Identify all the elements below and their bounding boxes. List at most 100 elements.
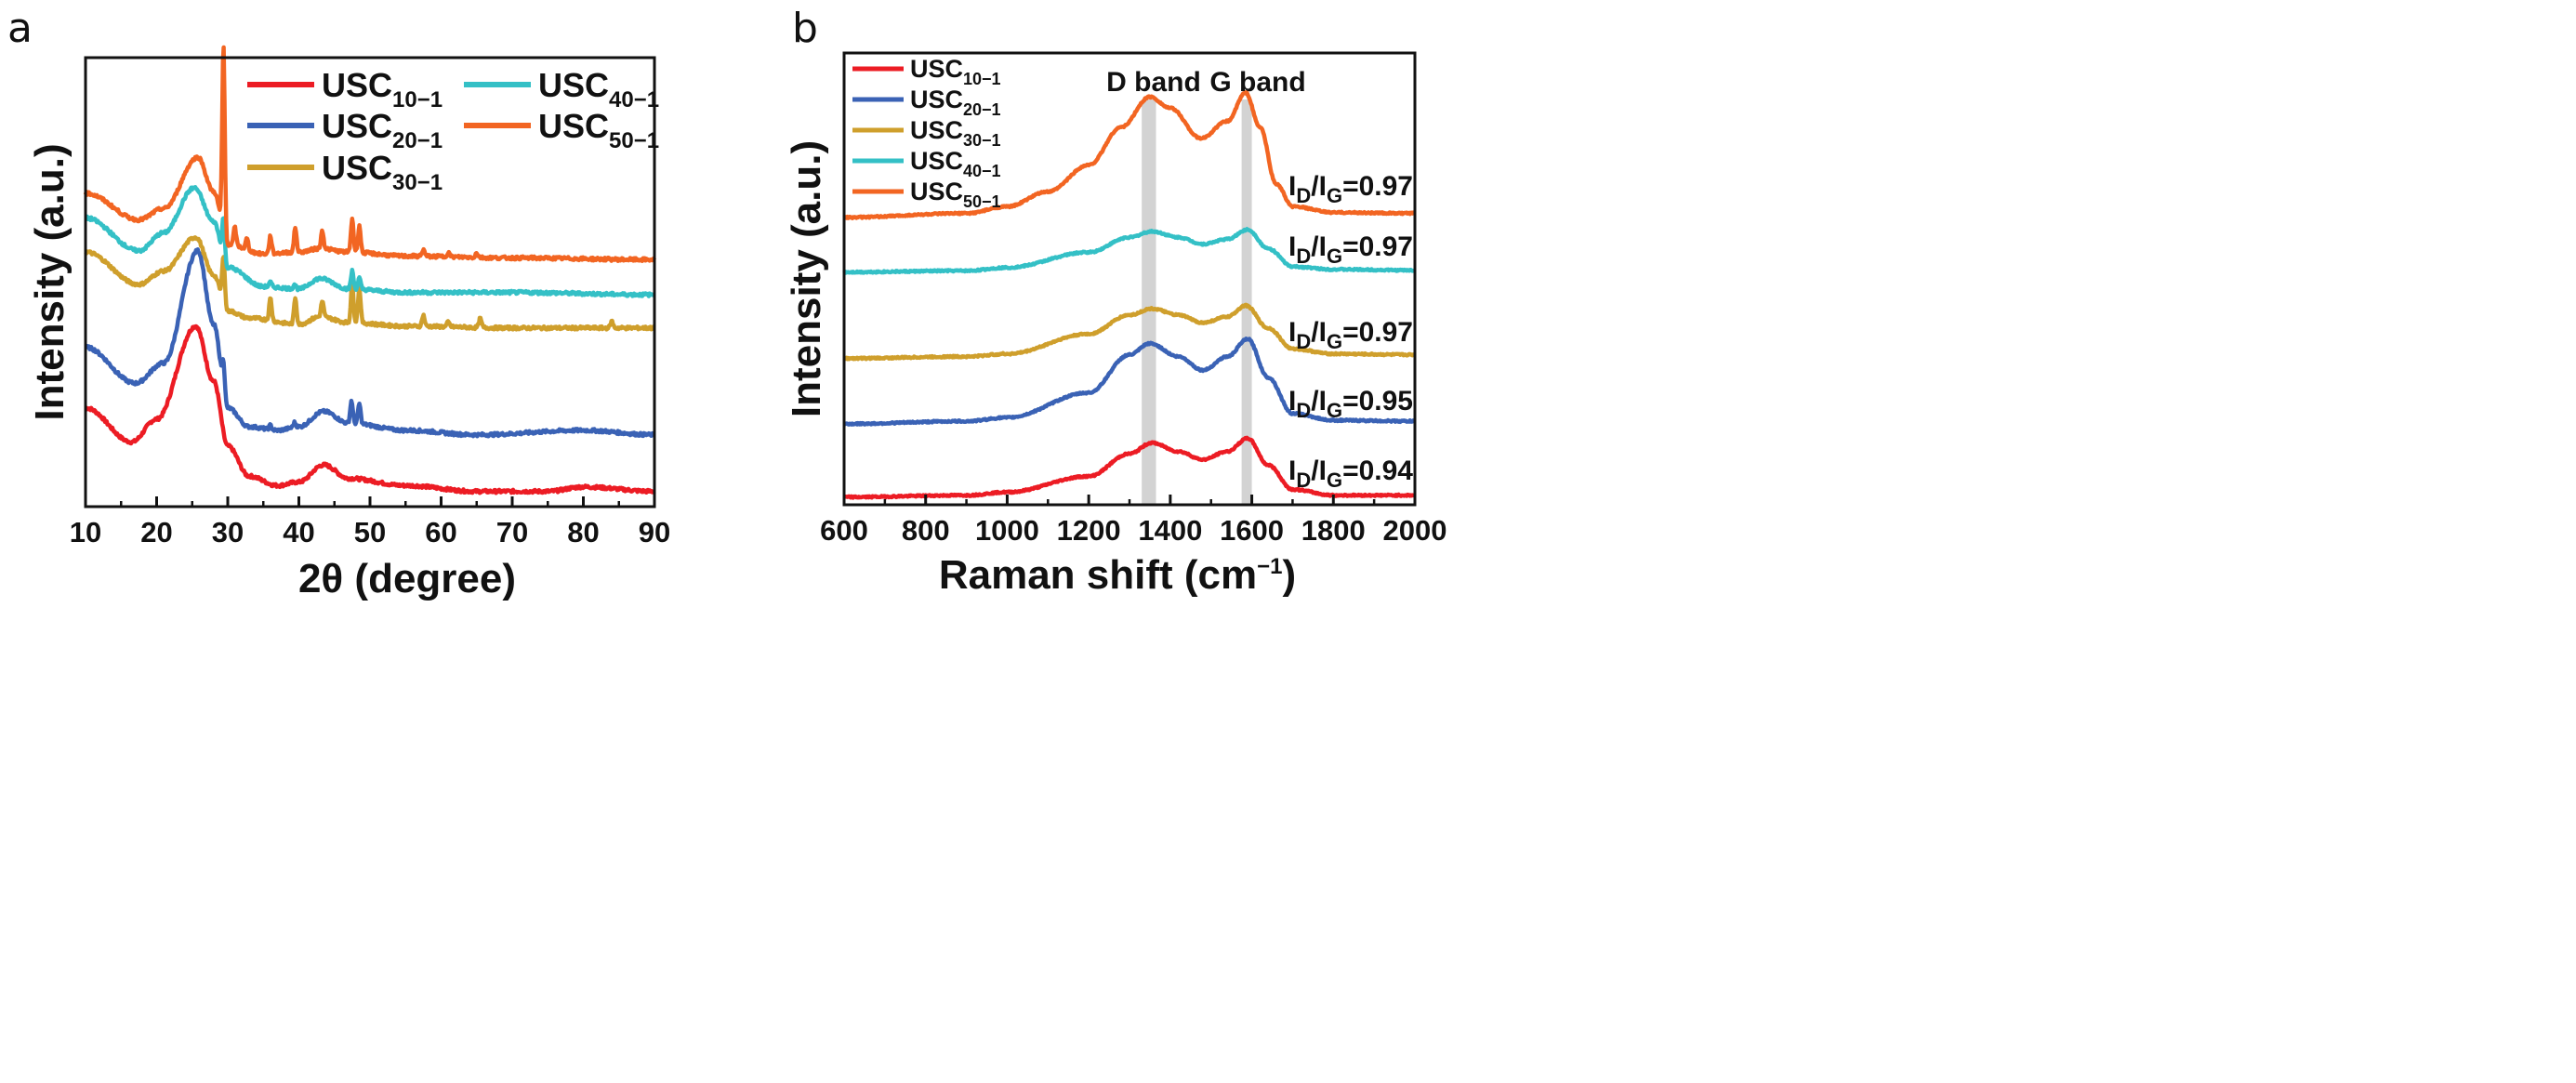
x-tick-label: 1400 [1138, 514, 1202, 547]
ratio-part: =0.97 [1342, 231, 1413, 262]
x-tick-label: 1600 [1220, 514, 1284, 547]
panel-label-a: a [7, 5, 33, 52]
legend-name: USC [910, 86, 963, 113]
x-axis-title-main: 2θ (degree) [298, 556, 516, 601]
legend-name: USC [538, 107, 609, 145]
legend-subscript: 10−1 [963, 70, 1001, 88]
x-tick-label: 80 [567, 516, 599, 548]
legend-subscript: 20−1 [963, 100, 1001, 119]
x-axis-title: 2θ (degree) [298, 556, 516, 601]
legend-name: USC [322, 107, 392, 145]
legend-subscript: 30−1 [963, 131, 1001, 150]
x-axis-title-sup: −1 [1257, 554, 1282, 579]
band-d [1142, 99, 1156, 505]
ratio-part: =0.97 [1342, 171, 1413, 202]
ratio-part: /I [1311, 456, 1327, 486]
ratio-part: G [1327, 469, 1342, 492]
ratio-part: I [1288, 386, 1296, 416]
series-line-50-1 [842, 89, 1417, 220]
legend-subscript: 50−1 [609, 128, 659, 153]
raman-chart: 600 800 1000 1200 1400 1600 1800 2000 Intensity … [784, 51, 1447, 598]
legend-subscript: 20−1 [392, 128, 443, 153]
x-tick-label: 2000 [1383, 514, 1447, 547]
x-tick-label: 40 [283, 516, 314, 548]
ratio-part: D [1296, 184, 1311, 207]
ratio-part: I [1288, 456, 1296, 486]
legend-name: USC [538, 66, 609, 104]
legend-label: USC10−1 [322, 66, 443, 112]
x-tick-label: 1000 [975, 514, 1039, 547]
legend-label: USC30−1 [910, 116, 1001, 150]
x-tick-label: 10 [70, 516, 101, 548]
series-line-20-1 [84, 247, 656, 439]
legend-name: USC [910, 116, 963, 144]
legend-name: USC [910, 147, 963, 175]
ratio-part: I [1288, 317, 1296, 348]
band-g [1241, 99, 1252, 505]
ratio-part: =0.95 [1342, 386, 1413, 416]
legend-label: USC40−1 [538, 66, 659, 112]
x-tick-label: 30 [212, 516, 244, 548]
legend-label: USC10−1 [910, 55, 1001, 88]
ratio-part: =0.97 [1342, 317, 1413, 348]
legend-label: USC20−1 [322, 107, 443, 153]
legend-name: USC [322, 149, 392, 187]
ratio-part: D [1296, 399, 1311, 422]
legend-name: USC [910, 178, 963, 205]
ratio-part: G [1327, 184, 1342, 207]
x-tick-label: 1800 [1301, 514, 1366, 547]
series-line-20-1 [842, 337, 1417, 427]
series-line-30-1 [842, 302, 1417, 362]
legend-subscript: 40−1 [609, 87, 659, 112]
x-tick-label: 50 [354, 516, 386, 548]
x-tick-label: 600 [820, 514, 868, 547]
legend-label: USC40−1 [910, 147, 1001, 180]
x-axis-title-end: ) [1283, 552, 1297, 598]
x-tick-label: 60 [425, 516, 456, 548]
id-ig-ratio-label: ID/IG=0.97 [1288, 231, 1413, 268]
y-axis-title: Intensity (a.u.) [784, 140, 829, 417]
series-line-10-1 [842, 435, 1417, 500]
ratio-part: G [1327, 399, 1342, 422]
series-line-30-1 [84, 235, 656, 332]
ratio-part: D [1296, 244, 1311, 268]
id-ig-ratio-label: ID/IG=0.95 [1288, 386, 1413, 422]
ratio-part: I [1288, 231, 1296, 262]
ratio-part: D [1296, 330, 1311, 353]
series-line-40-1 [84, 184, 656, 298]
series-line-50-1 [83, 45, 657, 263]
x-tick-label: 1200 [1057, 514, 1121, 547]
id-ig-ratio-label: ID/IG=0.97 [1288, 171, 1413, 207]
band-label: D band [1106, 67, 1201, 98]
band-label: G band [1209, 67, 1305, 98]
id-ig-ratio-label: ID/IG=0.97 [1288, 317, 1413, 353]
legend-label: USC50−1 [538, 107, 659, 153]
x-tick-label: 20 [140, 516, 172, 548]
id-ig-ratio-label: ID/IG=0.94 [1288, 456, 1413, 492]
series-line-10-1 [84, 324, 656, 495]
y-axis-title: Intensity (a.u.) [27, 143, 73, 420]
ratio-part: G [1327, 244, 1342, 268]
x-tick-label: 70 [496, 516, 528, 548]
xrd-chart: 10 20 30 40 50 60 70 80 90 Intensity (a.u.) 2θ (de… [27, 45, 670, 601]
legend-subscript: 10−1 [392, 87, 443, 112]
legend-label: USC50−1 [910, 178, 1001, 211]
legend-name: USC [322, 66, 392, 104]
x-tick-label: 800 [902, 514, 950, 547]
ratio-part: D [1296, 469, 1311, 492]
ratio-part: /I [1311, 386, 1327, 416]
x-tick-label: 90 [639, 516, 670, 548]
ratio-part: /I [1311, 231, 1327, 262]
legend-subscript: 50−1 [963, 192, 1001, 211]
ratio-part: G [1327, 330, 1342, 353]
legend-name: USC [910, 55, 963, 83]
ratio-part: =0.94 [1342, 456, 1413, 486]
legend-subscript: 30−1 [392, 170, 443, 195]
x-axis-title: Raman shift (cm−1) [939, 552, 1296, 598]
legend-label: USC30−1 [322, 149, 443, 195]
series-line-40-1 [842, 227, 1417, 275]
ratio-part: /I [1311, 171, 1327, 202]
panel-label-b: b [792, 5, 818, 52]
ratio-part: I [1288, 171, 1296, 202]
